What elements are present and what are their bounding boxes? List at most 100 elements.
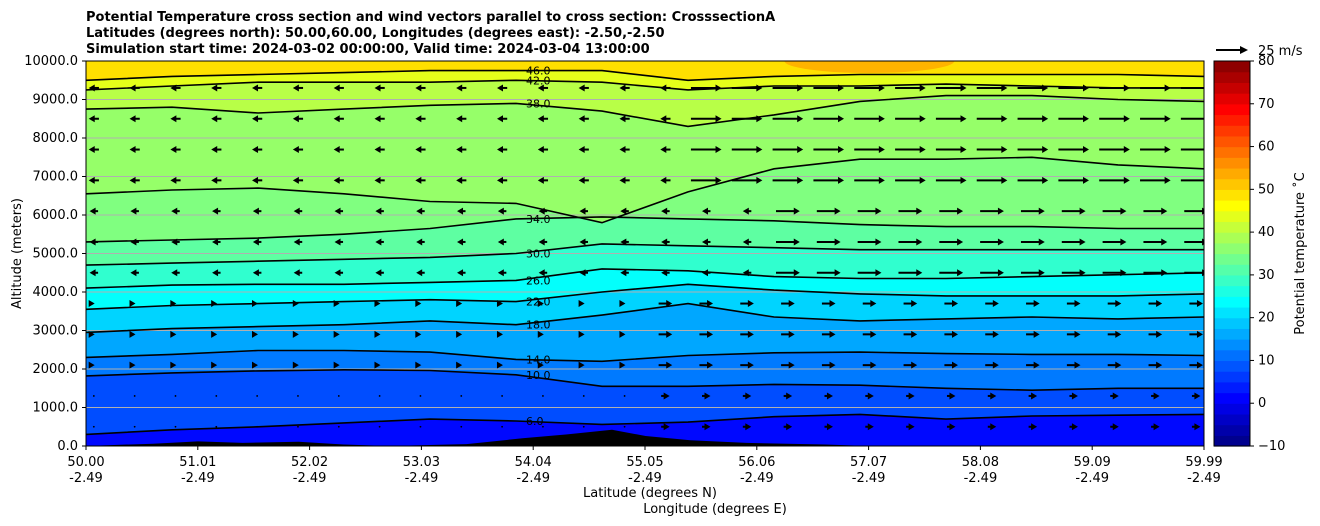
colorbar-segment: [1214, 413, 1250, 426]
wind-vector-head: [1161, 238, 1168, 246]
colorbar-segment: [1214, 253, 1250, 265]
wind-vector: [987, 423, 997, 431]
wind-vector: [374, 330, 381, 338]
wind-vector: [1028, 423, 1038, 431]
wind-vector-head: [838, 176, 845, 184]
x-tick-lat: 52.02: [291, 455, 328, 470]
wind-vector: [1151, 423, 1160, 431]
wind-vector-head: [797, 115, 804, 123]
contour-line-34.0: [86, 216, 1204, 243]
wind-vector-dot: [460, 395, 463, 397]
wind-vector: [252, 115, 263, 123]
wind-vector-head: [1164, 146, 1171, 154]
wind-vector: [375, 269, 384, 277]
wind-vector: [252, 146, 263, 154]
wind-vector-head: [919, 115, 926, 123]
wind-vector-head: [292, 300, 299, 308]
wind-vector: [1061, 207, 1086, 215]
wind-vector: [497, 176, 508, 184]
wind-vector: [416, 269, 425, 277]
wind-vector: [903, 330, 918, 338]
wind-vector-head: [1202, 238, 1204, 246]
wind-vector-head: [252, 146, 259, 154]
wind-vector-head: [1196, 300, 1203, 308]
wind-vector: [457, 238, 466, 246]
wind-vector-dot: [337, 395, 340, 397]
wind-vector-dot: [623, 425, 626, 428]
wind-vector: [783, 392, 793, 400]
wind-vector-head: [742, 207, 749, 215]
wind-vector: [293, 269, 303, 277]
wind-vector-head: [292, 115, 299, 123]
wind-vector: [898, 238, 923, 246]
wind-vector: [497, 115, 508, 123]
colorbar-segment: [1214, 274, 1250, 287]
wind-vector: [742, 392, 752, 400]
wind-vector-head: [1205, 115, 1211, 122]
contour-line-42.0: [86, 79, 1204, 91]
wind-vector-head: [1074, 361, 1081, 369]
y-tick-label: 7000.0: [33, 170, 79, 185]
wind-vector: [252, 84, 263, 92]
wind-vector-head: [829, 300, 836, 308]
colorbar-tick-label: 30: [1258, 268, 1275, 283]
wind-vector: [170, 330, 177, 338]
wind-vector: [1017, 115, 1049, 123]
wind-vector: [578, 115, 589, 123]
colorbar-segment: [1214, 221, 1250, 233]
wind-vector-head: [578, 146, 585, 154]
wind-vector-head: [1033, 361, 1040, 369]
wind-vector: [1099, 176, 1130, 184]
wind-vector-head: [1205, 146, 1211, 153]
wind-vector: [619, 84, 630, 92]
wind-vector-head: [704, 392, 711, 400]
colorbar-segment: [1214, 157, 1250, 169]
wind-vector-head: [293, 207, 300, 215]
wind-vector-head: [960, 176, 967, 184]
wind-vector-head: [834, 238, 841, 246]
chart-title-line-2: Latitudes (degrees north): 50.00,60.00, …: [86, 26, 665, 41]
wind-vector-head: [1001, 84, 1008, 92]
wind-vector-head: [1042, 176, 1049, 184]
wind-vector: [456, 300, 463, 308]
wind-vector-head: [375, 269, 382, 277]
wind-vector: [337, 425, 340, 428]
wind-vector-head: [537, 330, 544, 338]
wind-vector: [292, 84, 304, 92]
wind-vector: [742, 238, 752, 246]
wind-vector-head: [997, 269, 1004, 277]
x-tick-lon: -2.49: [293, 471, 327, 486]
wind-vector: [903, 300, 918, 308]
wind-vector-head: [747, 330, 754, 338]
x-tick-lon: -2.49: [181, 471, 215, 486]
wind-vector-head: [170, 330, 177, 338]
wind-vector-head: [1074, 330, 1081, 338]
wind-vector-head: [715, 146, 722, 154]
wind-vector-head: [952, 361, 959, 369]
x-axis-label-2: Longitude (degrees E): [643, 502, 787, 517]
wind-vector-head: [212, 207, 219, 215]
wind-vector: [374, 361, 381, 369]
wind-vector: [333, 361, 340, 369]
contour-label: 10.0: [526, 369, 551, 382]
wind-vector-head: [742, 238, 749, 246]
wind-vector: [658, 300, 673, 308]
wind-vector-head: [171, 269, 178, 277]
wind-vector: [133, 425, 136, 428]
wind-vector-head: [211, 115, 218, 123]
colorbar-segment: [1214, 435, 1250, 447]
wind-vector-head: [952, 330, 959, 338]
wind-vector-head: [1038, 207, 1045, 215]
contour-label: 18.0: [526, 319, 551, 332]
wind-vector: [578, 84, 589, 92]
wind-vector: [457, 269, 466, 277]
wind-vector-dot: [92, 425, 95, 428]
colorbar-tick-label: 60: [1258, 140, 1275, 155]
wind-vector: [252, 207, 262, 215]
wind-vector-head: [867, 423, 874, 431]
colorbar-segment: [1214, 360, 1250, 372]
wind-vector-head: [497, 115, 504, 123]
wind-vector: [212, 238, 221, 246]
wind-vector-dot: [542, 395, 544, 397]
wind-vector: [89, 207, 99, 215]
